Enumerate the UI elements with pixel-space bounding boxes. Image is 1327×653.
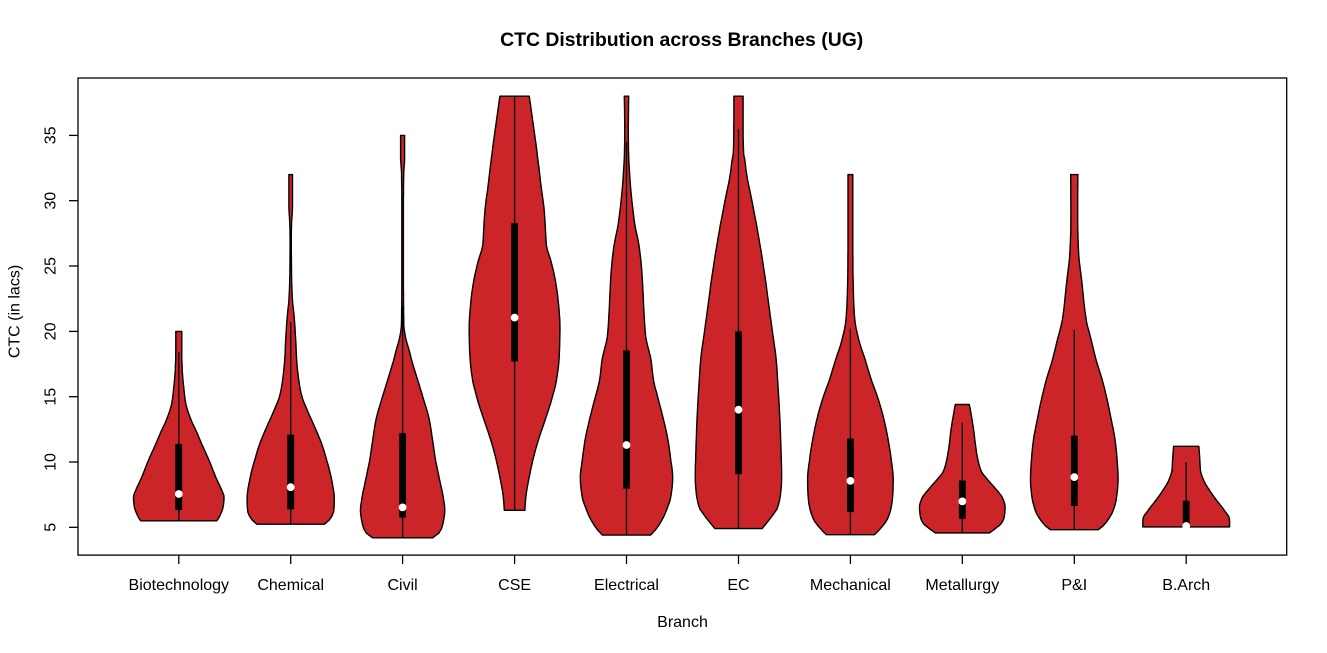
svg-text:Electrical: Electrical xyxy=(594,577,659,594)
svg-text:Biotechnology: Biotechnology xyxy=(129,577,230,594)
svg-text:Civil: Civil xyxy=(387,577,417,594)
svg-text:15: 15 xyxy=(43,388,60,406)
svg-text:Chemical: Chemical xyxy=(257,577,324,594)
svg-text:B.Arch: B.Arch xyxy=(1162,577,1210,594)
svg-text:10: 10 xyxy=(43,453,60,471)
svg-text:30: 30 xyxy=(43,192,60,210)
svg-text:5: 5 xyxy=(43,523,60,532)
svg-text:EC: EC xyxy=(727,577,749,594)
svg-text:25: 25 xyxy=(43,257,60,275)
svg-text:P&I: P&I xyxy=(1061,577,1087,594)
svg-text:CTC (in lacs): CTC (in lacs) xyxy=(7,265,24,358)
svg-text:35: 35 xyxy=(43,126,60,144)
svg-text:CTC Distribution across Branch: CTC Distribution across Branches (UG) xyxy=(500,29,863,51)
svg-text:Metallurgy: Metallurgy xyxy=(925,577,999,594)
svg-text:20: 20 xyxy=(43,322,60,340)
svg-text:Branch: Branch xyxy=(657,614,708,631)
svg-text:Mechanical: Mechanical xyxy=(810,577,891,594)
svg-text:CSE: CSE xyxy=(498,577,531,594)
